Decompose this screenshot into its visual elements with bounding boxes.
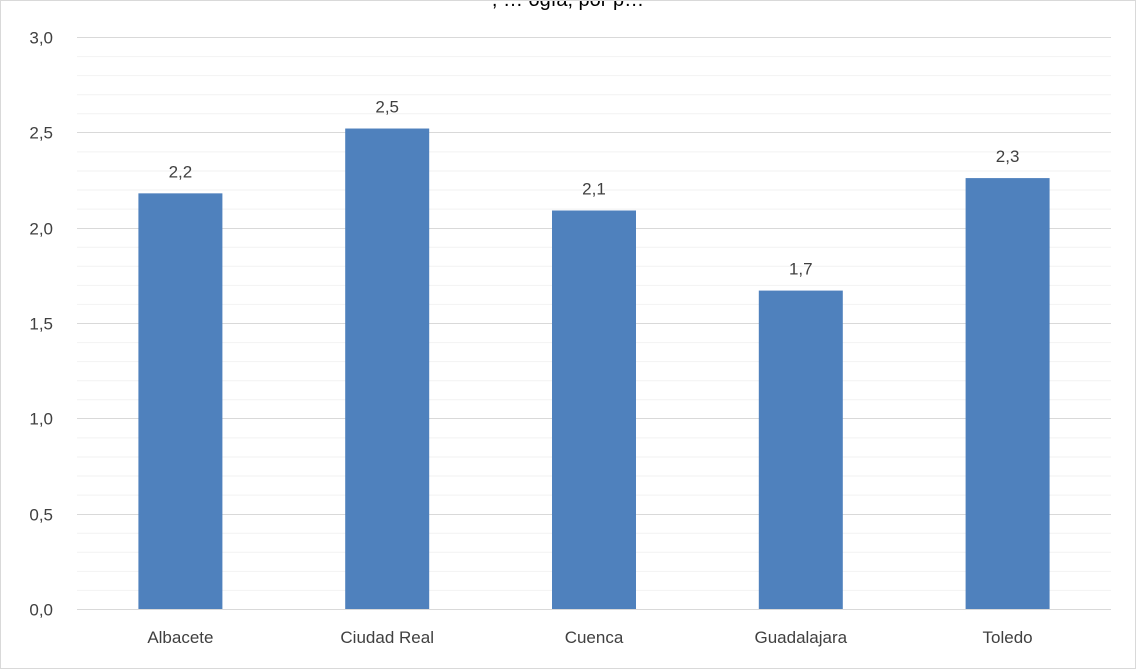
data-label: 2,2: [169, 162, 193, 181]
y-tick-label: 2,0: [29, 220, 53, 239]
x-tick-label: Cuenca: [565, 628, 624, 647]
data-label: 2,3: [996, 147, 1020, 166]
x-axis-tick-labels: Albacete Ciudad Real Cuenca Guadalajara Tole…: [147, 628, 1032, 647]
y-tick-label: 1,0: [29, 410, 53, 429]
bar-albacete: [138, 193, 223, 609]
y-tick-label: 0,5: [29, 506, 53, 525]
chart-title: , … ogía, por p…: [491, 0, 645, 11]
y-tick-label: 2,5: [29, 124, 53, 143]
bar-series: [138, 128, 1050, 610]
x-tick-label: Albacete: [147, 628, 213, 647]
bar-cuenca: [552, 210, 636, 610]
data-label: 2,5: [375, 98, 399, 117]
y-tick-label: 1,5: [29, 315, 53, 334]
x-tick-label: Guadalajara: [754, 628, 847, 647]
data-labels: 2,2 2,5 2,1 1,7 2,3: [169, 98, 1020, 279]
data-label: 1,7: [789, 260, 813, 279]
data-label: 2,1: [582, 180, 606, 199]
x-tick-label: Ciudad Real: [340, 628, 434, 647]
bar-ciudad-real: [345, 128, 430, 609]
bar-guadalajara: [758, 290, 843, 609]
y-tick-label: 3,0: [29, 29, 53, 48]
y-axis-tick-labels: 0,0 0,5 1,0 1,5 2,0 2,5 3,0: [29, 29, 53, 620]
y-tick-label: 0,0: [29, 601, 53, 620]
x-tick-label: Toledo: [983, 628, 1033, 647]
bar-toledo: [965, 178, 1050, 610]
